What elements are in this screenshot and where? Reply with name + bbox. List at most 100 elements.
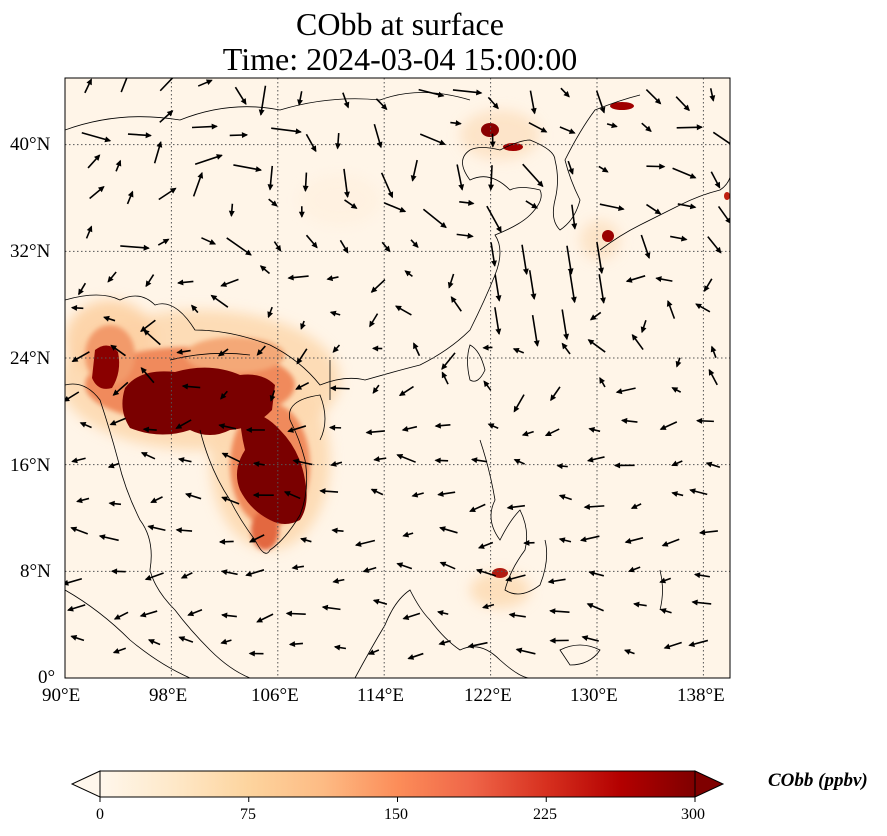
lat-tick: 0° [38, 667, 56, 688]
wind-vector [531, 315, 539, 346]
wind-vector-head [434, 457, 441, 464]
wind-vector-head [691, 599, 698, 606]
wind-vector-head [197, 171, 204, 179]
wind-vector-head [302, 185, 309, 192]
wind-vector-head [411, 491, 419, 498]
wind-vector-head [248, 650, 255, 657]
wind-vector-head [291, 564, 298, 571]
wind-vector-head [586, 456, 594, 463]
wind-vector-head [633, 601, 640, 608]
wind-vector-head [441, 363, 448, 370]
wind-vector-head [178, 636, 186, 642]
wind-vector-head [489, 141, 496, 148]
wind-vector-head [544, 430, 552, 436]
wind-vector-head [475, 568, 483, 575]
wind-vector-head [342, 246, 349, 254]
wind-vector-head [143, 244, 150, 251]
wind-vector-head [70, 635, 78, 641]
wind-vector-head [530, 107, 537, 115]
wind-vector-head [228, 210, 235, 217]
wind-vector-head [680, 235, 688, 242]
wind-vector-head [618, 205, 625, 212]
wind-vector-head [335, 143, 341, 150]
wind-vector-head [549, 637, 556, 644]
wind-vector-head [372, 387, 379, 394]
wind-vector-head [492, 102, 499, 110]
wind-vector-head [331, 527, 338, 534]
wind-vector-head [513, 458, 521, 465]
wind-vector-head [104, 136, 112, 143]
wind-vector-head [666, 300, 673, 307]
lon-tick: 106°E [251, 685, 299, 706]
wind-vector-head [384, 245, 391, 253]
colorbar-high-extend [694, 770, 725, 798]
wind-vector-head [404, 270, 412, 277]
colorbar-tick: 150 [384, 806, 408, 823]
wind-vector-head [515, 647, 523, 654]
wind-vector-head [205, 79, 213, 86]
wind-vector-head [563, 90, 570, 98]
concentration-field [65, 102, 730, 608]
wind-vector-head [703, 285, 710, 293]
wind-vector-head [269, 394, 276, 402]
wind-vector-head [587, 339, 595, 346]
wind-vector-head [259, 265, 267, 272]
wind-vector-head [568, 128, 576, 134]
wind-vector-head [398, 390, 406, 397]
wind-vector-head [176, 348, 183, 355]
wind-vector-head [483, 380, 490, 388]
wind-vector-head [689, 203, 697, 210]
wind-vector-head [488, 184, 495, 191]
wind-vector-head [144, 574, 152, 581]
wind-vector-head [350, 202, 358, 209]
colorbar-tick: 225 [533, 806, 557, 823]
wind-vector-head [715, 246, 722, 254]
wind-vector-head [143, 329, 150, 336]
wind-vector-head [344, 191, 350, 199]
wind-vector-head [563, 333, 570, 341]
wind-vector-head [523, 539, 530, 546]
wind-vector-head [98, 534, 106, 541]
wind-vector-head [475, 89, 483, 96]
wind-vector [568, 271, 576, 303]
wind-vector-head [86, 225, 93, 233]
wind-vector-head [399, 206, 407, 213]
wind-vector-head [332, 577, 339, 584]
wind-vector-head [467, 232, 474, 239]
wind-vector-head [710, 345, 717, 353]
wind-vector-head [450, 296, 457, 303]
wind-vector-head [683, 104, 690, 112]
wind-vector-head [689, 173, 697, 179]
wind-vector-head [688, 641, 695, 647]
wind-vector-head [689, 488, 696, 495]
wind-vector-head [615, 388, 623, 395]
wind-vector-head [708, 368, 715, 376]
wind-vector-head [491, 260, 497, 267]
wind-vector-head [267, 184, 274, 191]
wind-vector-head [482, 603, 489, 610]
wind-vector-head [561, 342, 568, 350]
wind-vector-head [216, 154, 223, 160]
wind-vector-head [611, 122, 618, 129]
wind-vector-head [107, 462, 115, 469]
wind-vector-head [252, 492, 259, 499]
wind-vector [120, 78, 128, 93]
wind-vector-head [434, 422, 442, 429]
wind-vector-head [71, 457, 78, 464]
wind-vector-head [714, 181, 721, 189]
wind-vector-head [218, 538, 226, 545]
cobb-high [92, 102, 730, 578]
wind-vector-head [437, 610, 444, 616]
wind-vector-head [112, 389, 120, 396]
wind-vector-head [368, 649, 375, 655]
wind-vector-head [630, 503, 638, 509]
wind-vector-head [221, 452, 229, 459]
wind-vector-head [112, 648, 120, 654]
wind-vector-head [458, 184, 465, 191]
wind-vector-head [455, 120, 462, 127]
wind-vector-head [127, 190, 134, 198]
wind-vector-head [365, 429, 372, 436]
wind-vector-head [583, 503, 591, 510]
wind-vector-head [613, 462, 621, 469]
wind-vector-head [256, 617, 263, 623]
